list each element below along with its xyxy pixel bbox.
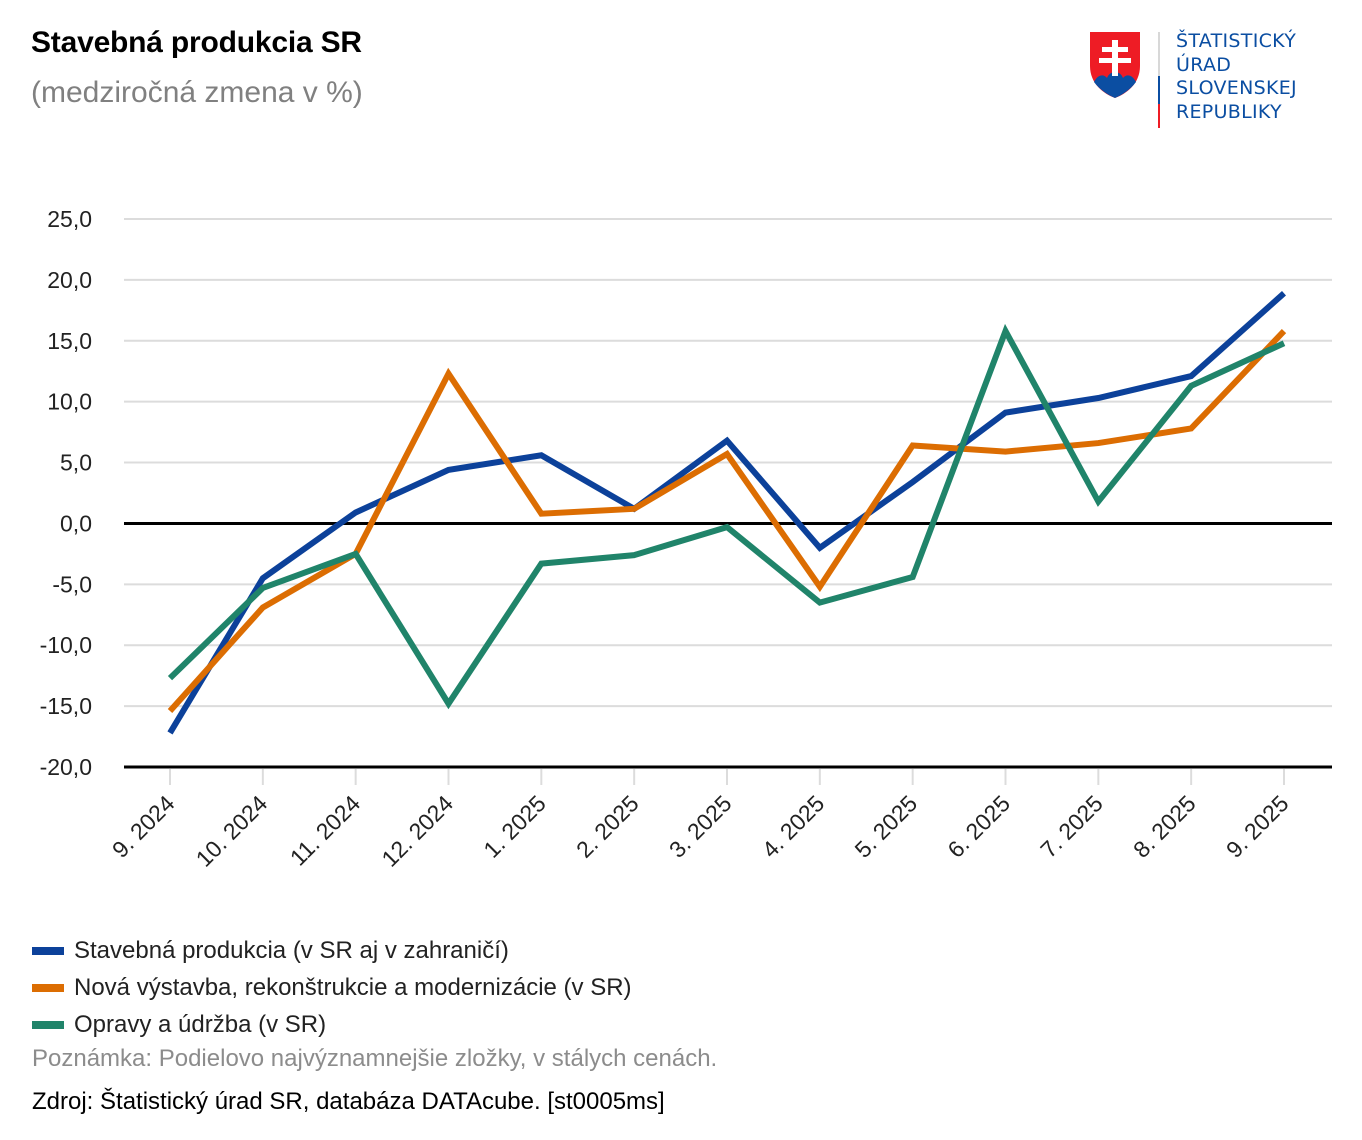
legend-item: Opravy a údržba (v SR) <box>32 1006 632 1043</box>
gridlines <box>124 218 1332 769</box>
legend-label: Opravy a údržba (v SR) <box>74 1010 327 1038</box>
legend-label: Nová výstavba, rekonštrukcie a modernizá… <box>74 973 632 1001</box>
logo-line: REPUBLIKY <box>1176 100 1282 123</box>
line-chart: 25,0 20,0 15,0 10,0 5,0 0,0 -5,0 -10,0 -15,0 -20,… <box>40 206 1332 872</box>
y-tick-label: -20,0 <box>40 754 92 780</box>
y-tick-label: 5,0 <box>60 450 92 476</box>
y-tick-label: 20,0 <box>47 267 92 293</box>
x-tick-label: 3. 2025 <box>664 790 737 863</box>
legend-item: Nová výstavba, rekonštrukcie a modernizá… <box>32 969 632 1006</box>
y-tick-label: 10,0 <box>47 389 92 415</box>
x-tick-label: 9. 2024 <box>107 790 180 863</box>
legend-label: Stavebná produkcia (v SR aj v zahraničí) <box>74 936 509 964</box>
x-tick-label: 10. 2024 <box>191 790 273 872</box>
logo-divider <box>1158 76 1160 104</box>
legend-swatch-icon <box>32 1020 64 1029</box>
x-tick-label: 2. 2025 <box>571 790 644 863</box>
x-axis-ticks: 9. 2024 10. 2024 11. 2024 12. 2024 1. 2025 2.… <box>107 769 1294 872</box>
chart-legend: Stavebná produkcia (v SR aj v zahraničí)… <box>32 932 632 1043</box>
x-tick-label: 12. 2024 <box>376 790 458 872</box>
x-tick-label: 1. 2025 <box>478 790 551 863</box>
series-line-2 <box>167 323 1286 710</box>
logo-divider <box>1158 32 1160 76</box>
logo-divider <box>1158 104 1160 128</box>
chart-note: Poznámka: Podielovo najvýznamnejšie zlož… <box>32 1045 718 1072</box>
legend-swatch-icon <box>32 946 64 955</box>
y-tick-label: -15,0 <box>40 693 92 719</box>
x-tick-label: 6. 2025 <box>942 790 1015 863</box>
chart-title: Stavebná produkcia SR <box>31 26 362 59</box>
y-tick-label: 0,0 <box>60 510 92 536</box>
y-tick-label: 15,0 <box>47 328 92 354</box>
chart-subtitle: (medziročná zmena v %) <box>31 76 363 109</box>
legend-swatch-icon <box>32 983 64 992</box>
y-tick-label: -10,0 <box>40 632 92 658</box>
series-line-1 <box>167 328 1287 713</box>
legend-item: Stavebná produkcia (v SR aj v zahraničí) <box>32 932 632 969</box>
slovak-coat-of-arms-icon <box>1090 32 1140 98</box>
logo-line: ÚRAD <box>1176 53 1232 76</box>
x-tick-label: 7. 2025 <box>1035 790 1108 863</box>
statistical-office-logo: ŠTATISTICKÝ ÚRAD SLOVENSKEJ REPUBLIKY <box>1088 30 1348 130</box>
x-tick-label: 4. 2025 <box>757 790 830 863</box>
x-tick-label: 5. 2025 <box>850 790 923 863</box>
y-axis-ticks: 25,0 20,0 15,0 10,0 5,0 0,0 -5,0 -10,0 -15,0 -20,… <box>40 206 92 780</box>
chart-source: Zdroj: Štatistický úrad SR, databáza DAT… <box>32 1088 665 1115</box>
x-tick-label: 9. 2025 <box>1221 790 1294 863</box>
logo-text: ŠTATISTICKÝ ÚRAD SLOVENSKEJ REPUBLIKY <box>1176 30 1297 124</box>
x-tick-label: 11. 2024 <box>285 790 366 871</box>
logo-line: ŠTATISTICKÝ <box>1176 30 1297 52</box>
y-tick-label: -5,0 <box>52 571 92 597</box>
series-line-0 <box>167 291 1286 735</box>
x-tick-label: 8. 2025 <box>1128 790 1201 863</box>
logo-line: SLOVENSKEJ <box>1176 77 1297 99</box>
series-lines <box>167 291 1287 735</box>
y-tick-label: 25,0 <box>47 206 92 232</box>
